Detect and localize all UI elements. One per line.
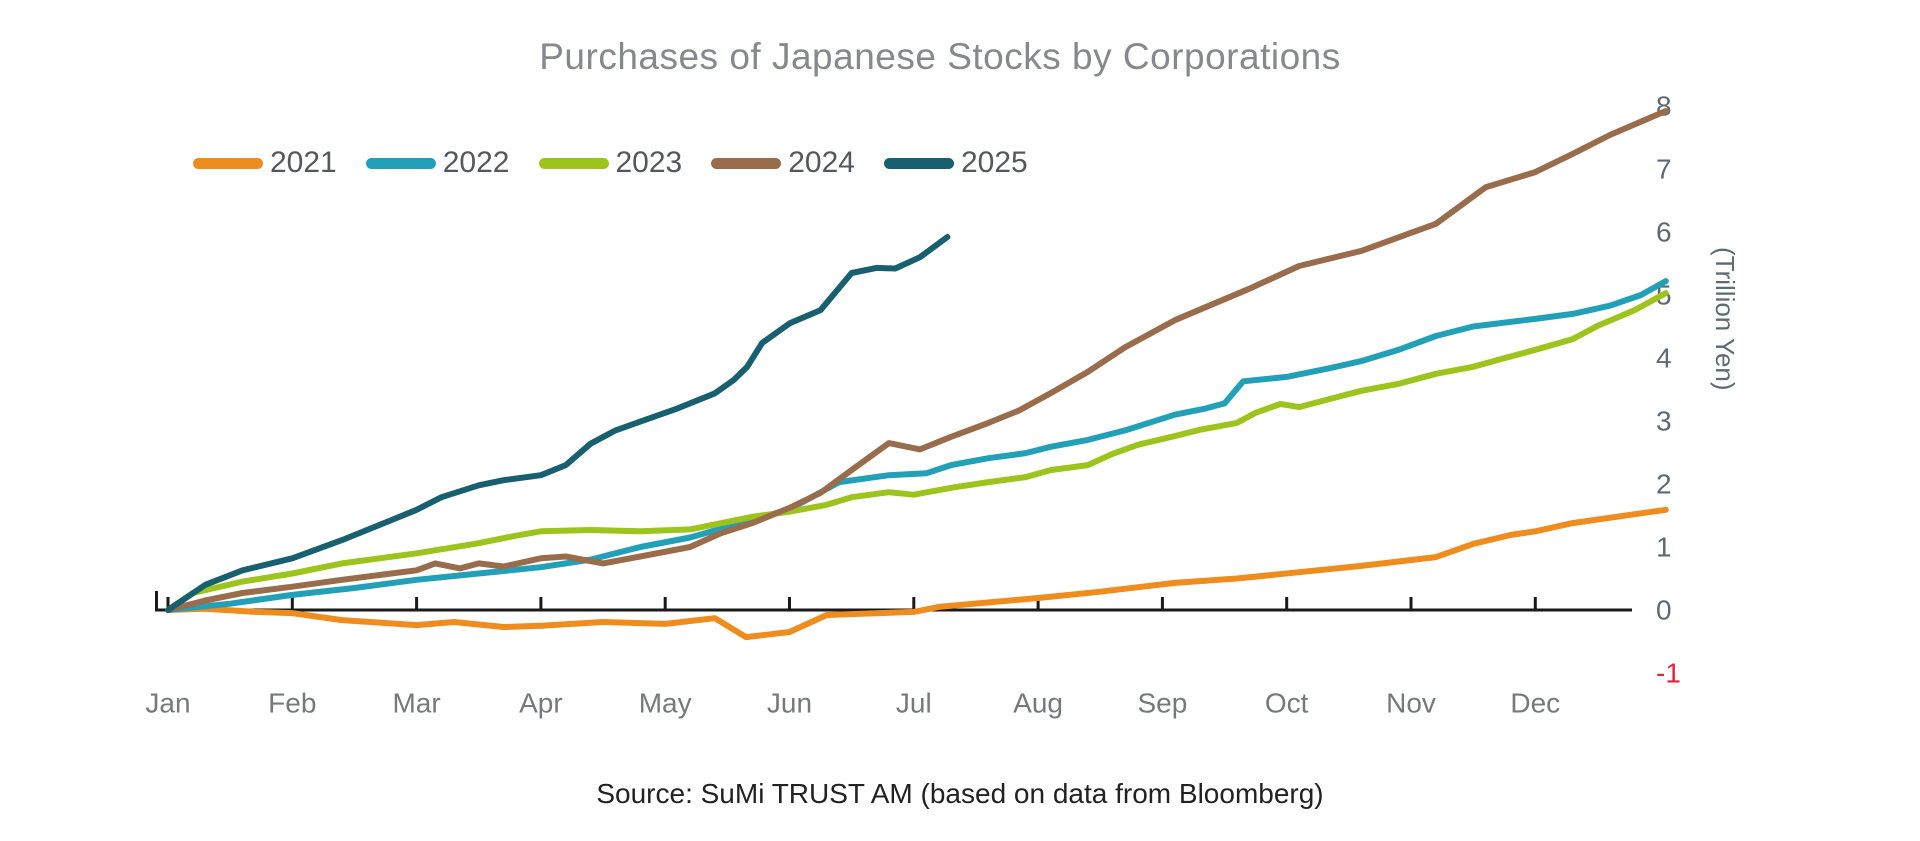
legend-swatch-2022 bbox=[365, 157, 436, 169]
x-tick-label-jul: Jul bbox=[896, 688, 932, 719]
legend-item-2021: 2021 bbox=[193, 146, 337, 180]
series-line-2021 bbox=[165, 506, 1669, 641]
x-tick-label-apr: Apr bbox=[519, 688, 563, 719]
y-tick-label-4: 4 bbox=[1656, 343, 1672, 374]
series-line-2022 bbox=[165, 278, 1669, 613]
x-tick-label-sep: Sep bbox=[1137, 688, 1187, 719]
legend-label-2025: 2025 bbox=[961, 146, 1028, 179]
legend-label-2021: 2021 bbox=[270, 146, 337, 179]
legend-swatch-2024 bbox=[711, 157, 782, 169]
legend-label-2022: 2022 bbox=[442, 146, 510, 179]
series-line-2025 bbox=[165, 234, 951, 613]
legend-item-2023: 2023 bbox=[538, 146, 683, 180]
x-tick-label-dec: Dec bbox=[1510, 688, 1560, 719]
x-tick-label-feb: Feb bbox=[268, 688, 316, 719]
x-tick-label-mar: Mar bbox=[392, 688, 440, 719]
legend-item-2025: 2025 bbox=[884, 146, 1028, 180]
legend: 2021 2022 2023 2024 2025 bbox=[193, 146, 1057, 180]
y-tick-label--1: -1 bbox=[1656, 658, 1681, 689]
x-tick-label-oct: Oct bbox=[1265, 688, 1309, 719]
chart-title: Purchases of Japanese Stocks by Corporat… bbox=[539, 36, 1341, 77]
x-tick-label-nov: Nov bbox=[1386, 688, 1436, 719]
x-tick-label-may: May bbox=[639, 688, 692, 719]
x-tick-label-jan: Jan bbox=[145, 688, 190, 719]
legend-swatch-2021 bbox=[193, 157, 263, 169]
source-caption: Source: SuMi TRUST AM (based on data fro… bbox=[596, 778, 1324, 809]
y-tick-label-3: 3 bbox=[1656, 406, 1672, 437]
legend-swatch-2023 bbox=[538, 157, 609, 169]
legend-item-2022: 2022 bbox=[365, 146, 510, 180]
legend-swatch-2025 bbox=[884, 157, 954, 169]
legend-label-2023: 2023 bbox=[615, 146, 683, 179]
y-tick-label-2: 2 bbox=[1656, 469, 1672, 500]
series-line-2024 bbox=[165, 108, 1669, 613]
legend-label-2024: 2024 bbox=[788, 146, 855, 179]
legend-item-2024: 2024 bbox=[711, 146, 855, 180]
y-axis-unit-label: (Trillion Yen) bbox=[1710, 247, 1740, 391]
y-tick-label-1: 1 bbox=[1656, 532, 1672, 563]
series-line-2023 bbox=[165, 290, 1669, 613]
y-tick-label-0: 0 bbox=[1656, 595, 1672, 626]
x-tick-label-aug: Aug bbox=[1013, 688, 1063, 719]
y-tick-label-6: 6 bbox=[1656, 217, 1672, 248]
y-tick-label-7: 7 bbox=[1656, 154, 1672, 185]
x-tick-label-jun: Jun bbox=[767, 688, 812, 719]
